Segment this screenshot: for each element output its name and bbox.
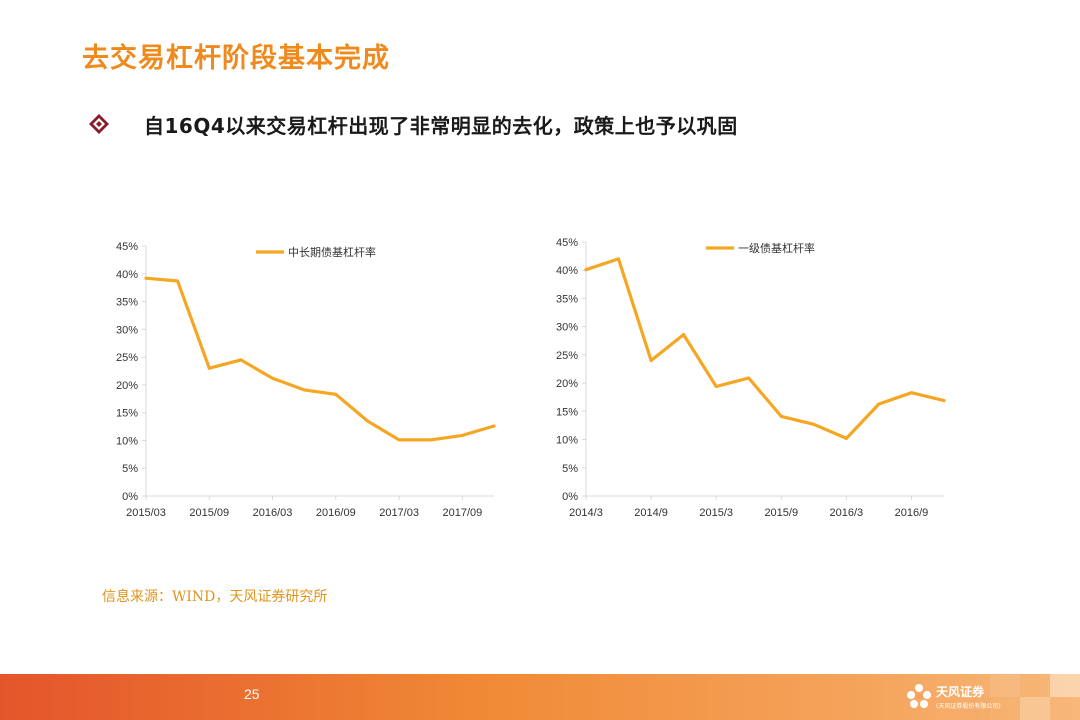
data-point [812, 422, 816, 426]
chart-svg: 0% 5% 10% 15% 20% 25% 30% 35% 40% 45% 2014/3 2014/9… [556, 237, 946, 519]
y-tick-label: 45% [556, 237, 578, 249]
x-tick-label: 2015/9 [764, 507, 798, 519]
y-tick-label: 0% [562, 491, 578, 503]
legend-label: 中长期债基杠杆率 [288, 245, 376, 259]
legend-label: 一级债基杠杆率 [738, 241, 815, 255]
footer-decoration [960, 674, 1080, 720]
x-tick-label: 2016/09 [316, 507, 356, 519]
x-tick-label: 2014/9 [634, 507, 668, 519]
data-point [942, 399, 946, 403]
data-point [877, 402, 881, 406]
y-tick-label: 10% [556, 435, 578, 447]
data-point [747, 376, 751, 380]
x-tick-label: 2015/03 [126, 507, 166, 519]
bullet-point: 自16Q4以来交易杠杆出现了非常明显的去化，政策上也予以巩固 [88, 108, 738, 140]
data-point [271, 376, 275, 380]
y-tick-label: 25% [556, 350, 578, 362]
bullet-text: 自16Q4以来交易杠杆出现了非常明显的去化，政策上也予以巩固 [144, 113, 738, 138]
x-tick-label: 2014/3 [569, 507, 603, 519]
y-tick-label: 30% [116, 324, 138, 336]
brand-name: 天风证券 [936, 685, 985, 699]
x-tick-label: 2016/9 [895, 507, 929, 519]
y-tick-label: 10% [116, 435, 138, 447]
data-point [397, 438, 401, 442]
y-tick-label: 30% [556, 322, 578, 334]
x-tick-label: 2017/09 [442, 507, 482, 519]
left-line-chart: 0% 5% 10% 15% 20% 25% 30% 35% 40% 45% 2015/03 2015/… [100, 228, 520, 528]
y-tick-label: 5% [562, 463, 578, 475]
y-tick-label: 0% [122, 491, 138, 503]
data-point [909, 391, 913, 395]
y-tick-label: 15% [116, 408, 138, 420]
brand-flower-icon [907, 684, 931, 708]
source-note: 信息来源：WIND，天风证券研究所 [102, 589, 328, 605]
data-point [617, 257, 621, 261]
x-tick-label: 2016/3 [830, 507, 864, 519]
data-point [239, 358, 243, 362]
x-tick-label: 2017/03 [379, 507, 419, 519]
y-tick-label: 45% [116, 241, 138, 253]
slide-title: 去交易杠杆阶段基本完成 [82, 43, 390, 74]
data-point [207, 366, 211, 370]
y-tick-label: 15% [556, 406, 578, 418]
y-tick-label: 25% [116, 352, 138, 364]
series-line [144, 276, 496, 442]
footer-bar: 25 天风证券 (天风证券股份有限公司) [0, 674, 1080, 720]
x-tick-label: 2015/09 [189, 507, 229, 519]
data-point [334, 392, 338, 396]
y-tick-label: 35% [556, 293, 578, 305]
page-number: 25 [244, 686, 260, 702]
y-tick-label: 20% [116, 380, 138, 392]
brand-logo: 天风证券 (天风证券股份有限公司) [906, 679, 1016, 715]
data-point [649, 359, 653, 363]
brand-tagline: (天风证券股份有限公司) [936, 703, 1001, 710]
y-tick-label: 20% [556, 378, 578, 390]
data-point [429, 438, 433, 442]
y-tick-label: 40% [556, 265, 578, 277]
bullet-diamond-icon [89, 114, 109, 134]
y-tick-label: 35% [116, 297, 138, 309]
data-point [492, 424, 496, 428]
x-tick-label: 2016/03 [253, 507, 293, 519]
data-point [460, 433, 464, 437]
data-point [144, 276, 148, 280]
data-point [584, 268, 588, 272]
chart-svg: 0% 5% 10% 15% 20% 25% 30% 35% 40% 45% 2015/03 2015/… [116, 241, 496, 519]
data-point [779, 414, 783, 418]
x-tick-label: 2015/3 [699, 507, 733, 519]
right-line-chart: 0% 5% 10% 15% 20% 25% 30% 35% 40% 45% 2014/3 2014/9… [540, 228, 960, 528]
y-tick-label: 40% [116, 269, 138, 281]
data-point [176, 279, 180, 283]
data-point [365, 419, 369, 423]
series-line [584, 257, 946, 440]
y-tick-label: 5% [122, 463, 138, 475]
data-point [714, 384, 718, 388]
data-point [844, 436, 848, 440]
data-point [682, 333, 686, 337]
data-point [302, 388, 306, 392]
